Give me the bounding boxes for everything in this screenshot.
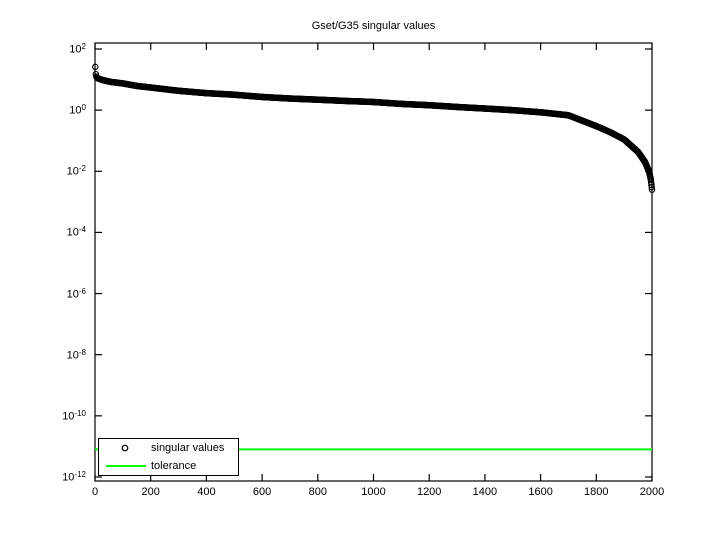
x-tick-label: 1600 [528, 486, 553, 498]
legend-label-singular-values: singular values [151, 442, 225, 454]
x-tick-label: 1000 [361, 486, 386, 498]
singular-values-series [92, 63, 656, 193]
y-tick-label: 10-6 [66, 286, 86, 301]
legend-row-tolerance: tolerance [99, 457, 238, 475]
x-tick-label: 1200 [416, 486, 442, 498]
legend-row-singular-values: singular values [99, 439, 238, 457]
legend-label-tolerance: tolerance [151, 460, 197, 472]
y-tick-label: 100 [69, 103, 86, 117]
x-tick-label: 2000 [639, 486, 665, 498]
axes-box [94, 42, 653, 482]
x-tick-label: 1800 [584, 486, 609, 498]
x-tick-label: 0 [91, 486, 99, 498]
circle-marker-icon [99, 443, 151, 453]
x-tick-label: 200 [141, 486, 160, 498]
chart-title: Gset/G35 singular values [311, 20, 436, 32]
tolerance-line-sample [99, 465, 151, 467]
y-tick-label: 10-2 [66, 164, 86, 178]
y-tick-label: 10-8 [66, 347, 86, 362]
legend: singular values tolerance [98, 438, 239, 476]
y-tick-label: 10-4 [66, 225, 86, 240]
x-tick-label: 800 [308, 486, 327, 498]
x-tick-label: 1400 [472, 486, 498, 498]
y-tick-label: 10-10 [62, 408, 86, 423]
y-tick-label: 10-12 [62, 469, 86, 484]
x-tick-label: 600 [252, 486, 272, 498]
y-tick-label: 102 [69, 41, 86, 56]
x-tick-label: 400 [197, 486, 216, 498]
